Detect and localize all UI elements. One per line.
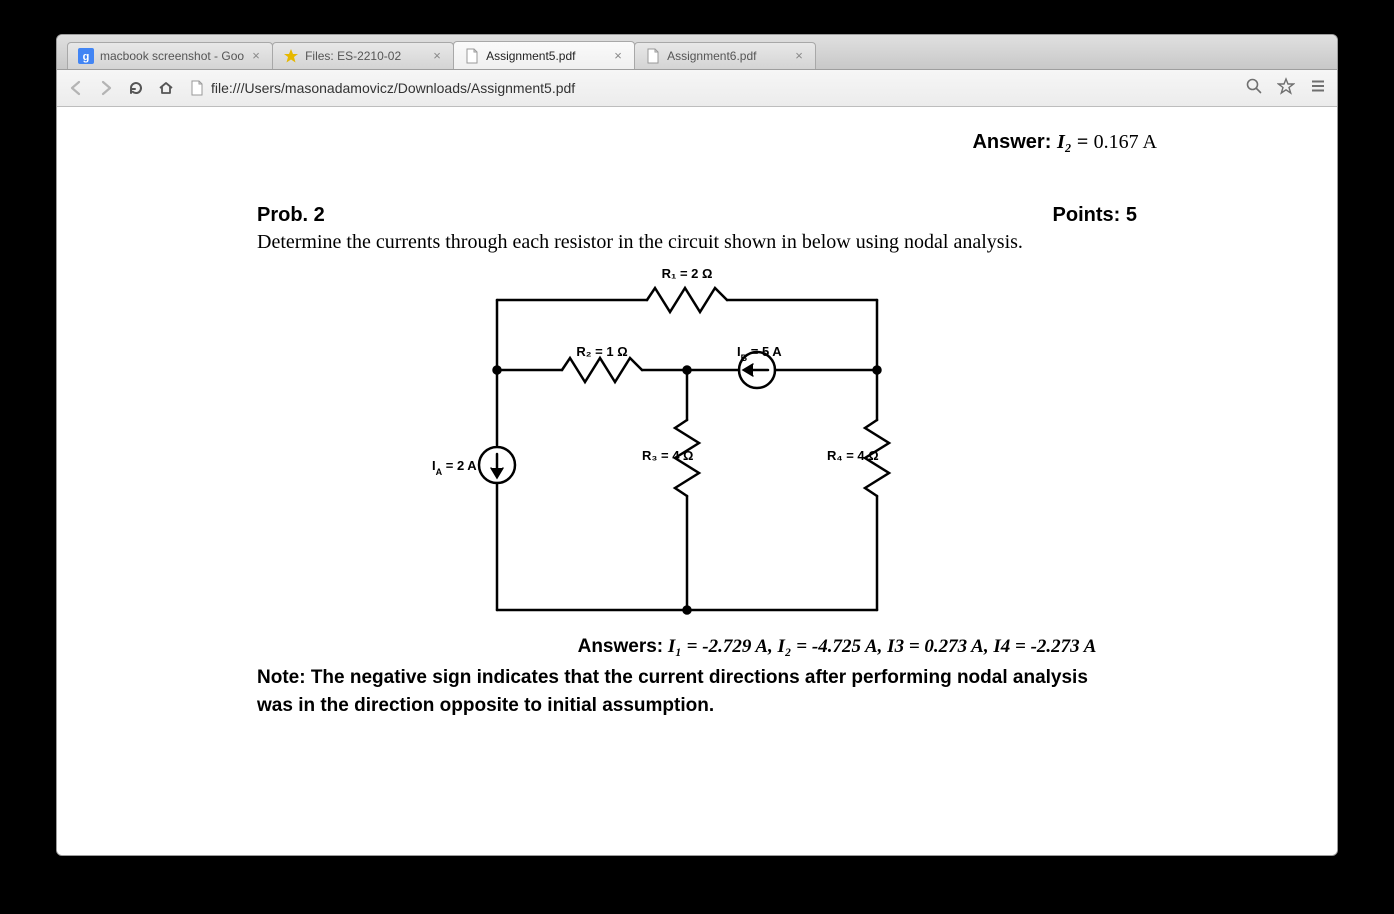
- tab-title: macbook screenshot - Goo: [100, 49, 244, 63]
- answers-label: Answers:: [578, 636, 664, 657]
- r4-label: R₄ = 4 Ω: [827, 448, 879, 463]
- answer-label: Answer:: [972, 131, 1051, 153]
- tab-google-search[interactable]: g macbook screenshot - Goo ×: [67, 42, 273, 69]
- answers-values: I₁ = -2.729 A, I₂ = -4.725 A, I3 = 0.273…: [663, 636, 1096, 657]
- answer-var: I₂ =: [1057, 131, 1088, 153]
- tab-files-es2210[interactable]: Files: ES-2210-02 ×: [272, 42, 454, 69]
- svg-text:g: g: [83, 51, 90, 63]
- problem-statement: Determine the currents through each resi…: [157, 231, 1237, 254]
- r3-label: R₃ = 4 Ω: [642, 448, 693, 463]
- tab-strip: g macbook screenshot - Goo × Files: ES-2…: [57, 35, 1337, 70]
- pdf-page: Answer: I₂ = 0.167 A Prob. 2 Points: 5 D…: [107, 107, 1287, 855]
- problem-label: Prob. 2: [257, 204, 325, 227]
- close-icon[interactable]: ×: [793, 50, 805, 62]
- close-icon[interactable]: ×: [250, 50, 262, 62]
- file-icon: [189, 80, 205, 96]
- address-bar[interactable]: file:///Users/masonadamovicz/Downloads/A…: [185, 80, 1235, 96]
- answers-line: Answers: I₁ = -2.729 A, I₂ = -4.725 A, I…: [157, 636, 1237, 658]
- close-icon[interactable]: ×: [612, 50, 624, 62]
- top-answer: Answer: I₂ = 0.167 A: [157, 131, 1157, 154]
- nav-buttons: [67, 79, 175, 97]
- url-text: file:///Users/masonadamovicz/Downloads/A…: [211, 80, 575, 96]
- tab-title: Assignment6.pdf: [667, 49, 787, 63]
- points-label: Points: 5: [1053, 204, 1137, 227]
- ib-label: IB = 5 A: [737, 344, 782, 363]
- bookmark-star-icon[interactable]: [1277, 77, 1295, 100]
- file-favicon: [645, 48, 661, 64]
- problem-header: Prob. 2 Points: 5: [157, 204, 1237, 227]
- tab-title: Assignment5.pdf: [486, 49, 606, 63]
- back-button[interactable]: [67, 79, 85, 97]
- forward-button[interactable]: [97, 79, 115, 97]
- tab-assignment5[interactable]: Assignment5.pdf ×: [453, 41, 635, 69]
- note-text: Note: The negative sign indicates that t…: [157, 664, 1237, 719]
- circuit-diagram: R₁ = 2 Ω R₂ = 1 Ω R₃ = 4 Ω R₄ = 4 Ω IA =…: [417, 260, 977, 640]
- google-favicon: g: [78, 48, 94, 64]
- star-favicon: [283, 48, 299, 64]
- browser-window: g macbook screenshot - Goo × Files: ES-2…: [56, 34, 1338, 856]
- ia-label: IA = 2 A: [432, 458, 477, 477]
- zoom-icon[interactable]: [1245, 77, 1263, 100]
- r2-label: R₂ = 1 Ω: [576, 344, 627, 359]
- toolbar: file:///Users/masonadamovicz/Downloads/A…: [57, 70, 1337, 107]
- menu-icon[interactable]: [1309, 77, 1327, 100]
- answer-value: 0.167 A: [1094, 131, 1157, 153]
- tab-title: Files: ES-2210-02: [305, 49, 425, 63]
- file-favicon: [464, 48, 480, 64]
- home-button[interactable]: [157, 79, 175, 97]
- pdf-viewport[interactable]: Answer: I₂ = 0.167 A Prob. 2 Points: 5 D…: [57, 107, 1337, 855]
- close-icon[interactable]: ×: [431, 50, 443, 62]
- toolbar-right: [1245, 77, 1327, 100]
- reload-button[interactable]: [127, 79, 145, 97]
- tab-assignment6[interactable]: Assignment6.pdf ×: [634, 42, 816, 69]
- r1-label: R₁ = 2 Ω: [662, 266, 713, 281]
